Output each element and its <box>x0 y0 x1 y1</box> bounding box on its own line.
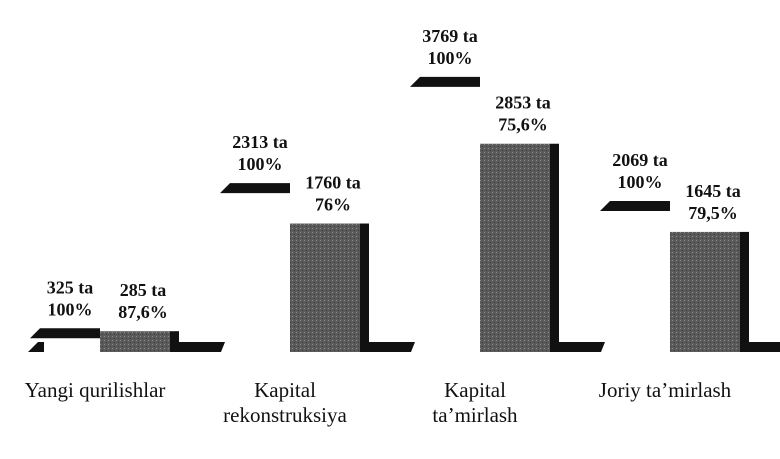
share-label: 76% <box>315 195 351 215</box>
value-label: 3769 ta <box>422 26 478 46</box>
share-label: 100% <box>618 172 663 192</box>
bar <box>290 223 360 352</box>
bar-top <box>30 328 100 339</box>
bar <box>610 200 670 352</box>
category-label: Kapital rekonstruksiya <box>223 378 347 427</box>
share-label: 100% <box>238 154 283 174</box>
bar <box>230 183 290 352</box>
bar-top <box>600 200 670 211</box>
share-label: 87,6% <box>118 302 168 322</box>
value-label: 325 ta <box>47 277 94 297</box>
share-label: 100% <box>48 299 93 319</box>
value-label: 285 ta <box>120 280 167 300</box>
floor <box>28 342 44 352</box>
bar <box>420 76 480 352</box>
category-label: Joriy ta’mirlash <box>598 378 732 402</box>
bar-side <box>360 223 369 352</box>
share-label: 100% <box>428 48 473 68</box>
category-label: Kapital ta’mirlash <box>432 378 518 427</box>
bar-side <box>740 231 749 352</box>
floor <box>360 342 415 352</box>
value-label: 1645 ta <box>685 181 741 201</box>
bar-side <box>170 331 179 352</box>
share-label: 79,5% <box>688 203 738 223</box>
bar <box>480 143 550 352</box>
bar-top <box>220 183 290 194</box>
value-label: 2853 ta <box>495 93 551 113</box>
floor <box>550 342 605 352</box>
floor <box>170 342 225 352</box>
share-label: 75,6% <box>498 115 548 135</box>
bar <box>670 231 740 352</box>
bar <box>100 331 170 352</box>
value-label: 2069 ta <box>612 150 668 170</box>
bar-top <box>410 76 480 87</box>
value-label: 1760 ta <box>305 173 361 193</box>
floor <box>740 342 780 352</box>
bar-side <box>550 143 559 352</box>
value-label: 2313 ta <box>232 132 288 152</box>
category-label: Yangi qurilishlar <box>24 378 166 402</box>
